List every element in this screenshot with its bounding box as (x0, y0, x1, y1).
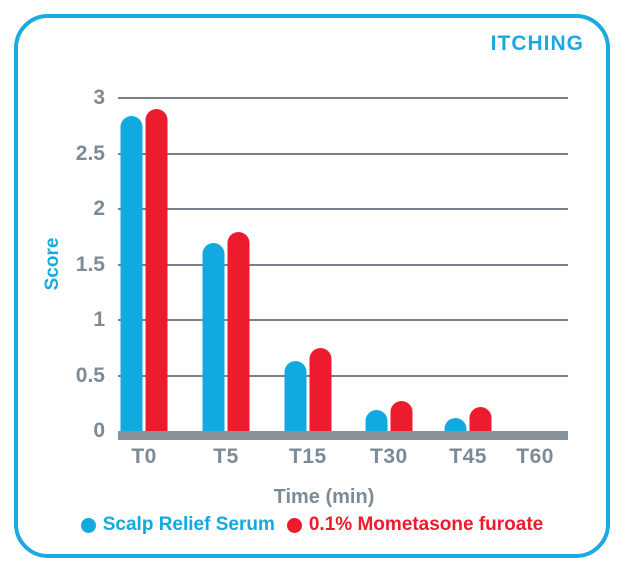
chart-card: ITCHING Score 3 2.5 2 1.5 1 0.5 0 T0 T5 T15 T30 T4… (14, 14, 610, 558)
bar-group (284, 348, 332, 431)
bar (145, 109, 168, 431)
gridline (118, 374, 568, 377)
x-tick-label: T60 (516, 445, 554, 468)
legend-item: Scalp Relief Serum (80, 514, 275, 536)
y-tick-label: 0.5 (75, 363, 105, 387)
bar (202, 243, 225, 431)
gridline (118, 263, 568, 266)
chart-title: ITCHING (490, 32, 584, 55)
bar (390, 401, 413, 431)
bar-group (365, 401, 413, 431)
bar (120, 116, 143, 431)
bar-group (444, 407, 492, 431)
legend-label: Scalp Relief Serum (102, 514, 275, 535)
gridline (118, 97, 568, 99)
legend-item: 0.1% Mometasone furoate (286, 514, 544, 536)
x-axis-ticks: T0 T5 T15 T30 T45 T60 (118, 445, 568, 469)
bar (469, 407, 492, 431)
bar (309, 348, 332, 431)
bar (444, 418, 467, 431)
x-axis-line (118, 431, 568, 440)
y-tick-label: 2 (93, 197, 105, 220)
y-tick-label: 2.5 (75, 141, 105, 165)
legend: Scalp Relief Serum 0.1% Mometasone furoat… (18, 514, 606, 536)
x-tick-label: T15 (289, 445, 327, 468)
x-axis-title: Time (min) (273, 486, 375, 508)
legend-label: 0.1% Mometasone furoate (308, 514, 544, 535)
y-tick-label: 0 (93, 419, 105, 442)
y-tick-label: 1 (93, 308, 105, 331)
y-tick-label: 3 (93, 86, 105, 109)
gridline (118, 152, 568, 155)
bar-group (202, 232, 250, 431)
legend-dot-icon (286, 517, 302, 533)
x-tick-label: T45 (449, 445, 487, 468)
bar-group (120, 109, 168, 431)
bar (365, 410, 388, 431)
bar (284, 361, 307, 431)
x-tick-label: T0 (131, 445, 157, 468)
y-tick-label: 1.5 (75, 252, 105, 276)
legend-dot-icon (80, 517, 96, 533)
x-tick-label: T30 (370, 445, 408, 468)
gridline (118, 208, 568, 210)
y-axis-ticks: 3 2.5 2 1.5 1 0.5 0 (18, 86, 105, 442)
bar (227, 232, 250, 431)
plot-area (118, 97, 568, 440)
gridline (118, 319, 568, 321)
x-tick-label: T5 (213, 445, 239, 468)
